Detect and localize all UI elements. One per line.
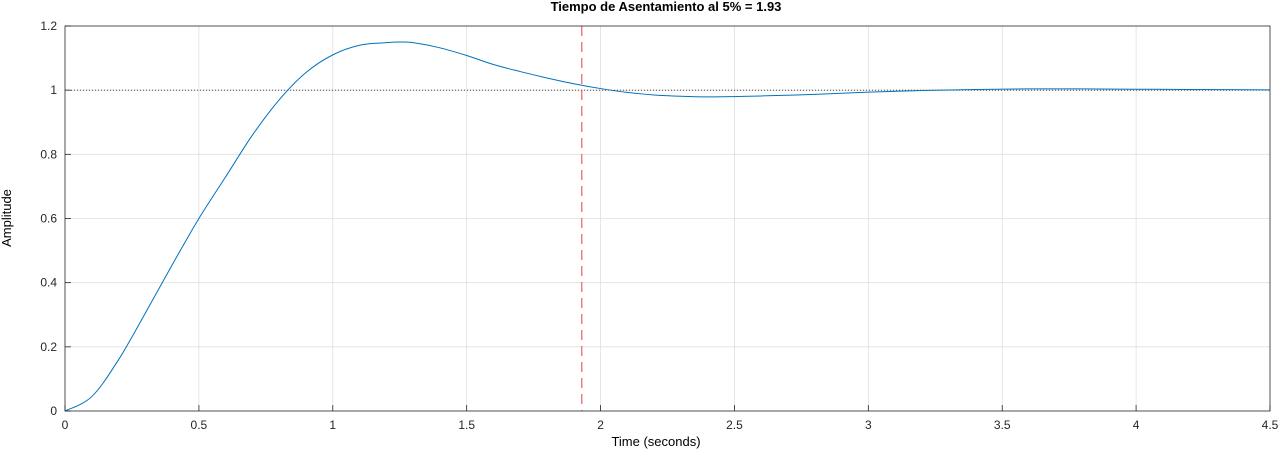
- x-tick-label: 1.5: [458, 418, 475, 432]
- x-tick-label: 4.5: [1262, 418, 1279, 432]
- y-tick-label: 0.8: [40, 147, 57, 161]
- x-tick-label: 2: [597, 418, 604, 432]
- y-tick-label: 0: [50, 404, 57, 418]
- plot-frame: [64, 25, 1271, 412]
- y-tick-label: 1.2: [40, 19, 57, 33]
- y-tick-label: 0.6: [40, 212, 57, 226]
- y-axis-label: Amplitude: [0, 189, 14, 247]
- x-tick-label: 3.5: [994, 418, 1011, 432]
- y-tick-label: 0.4: [40, 276, 57, 290]
- y-tick-label: 0.2: [40, 340, 57, 354]
- x-tick-label: 0.5: [191, 418, 208, 432]
- y-tick-label: 1: [50, 83, 57, 97]
- y-axis-ticks: 0 0.2 0.4 0.6 0.8 1 1.2: [40, 19, 71, 418]
- x-tick-label: 4: [1133, 418, 1140, 432]
- x-tick-label: 0: [62, 418, 69, 432]
- x-tick-label: 2.5: [726, 418, 743, 432]
- x-axis-label: Time (seconds): [611, 434, 700, 449]
- x-tick-label: 3: [865, 418, 872, 432]
- chart-title: Tiempo de Asentamiento al 5% = 1.93: [551, 0, 782, 14]
- x-tick-label: 1: [329, 418, 336, 432]
- step-response-series-line: [64, 41, 1271, 412]
- x-axis-ticks: 0 0.5 1 1.5 2 2.5 3 3.5 4 4.5: [62, 405, 1279, 432]
